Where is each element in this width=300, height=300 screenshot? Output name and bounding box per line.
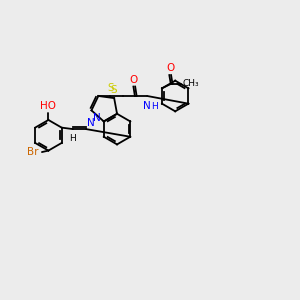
Text: N: N (93, 113, 101, 123)
Text: H: H (151, 103, 158, 112)
Text: S: S (108, 83, 114, 93)
Text: HO: HO (40, 101, 56, 111)
Text: H: H (70, 134, 76, 143)
Text: N: N (87, 118, 95, 128)
Text: O: O (130, 74, 138, 85)
Text: S: S (111, 85, 118, 95)
Text: CH₃: CH₃ (183, 80, 200, 88)
Text: O: O (167, 63, 175, 73)
Text: Br: Br (28, 147, 39, 157)
Text: N: N (143, 101, 151, 111)
